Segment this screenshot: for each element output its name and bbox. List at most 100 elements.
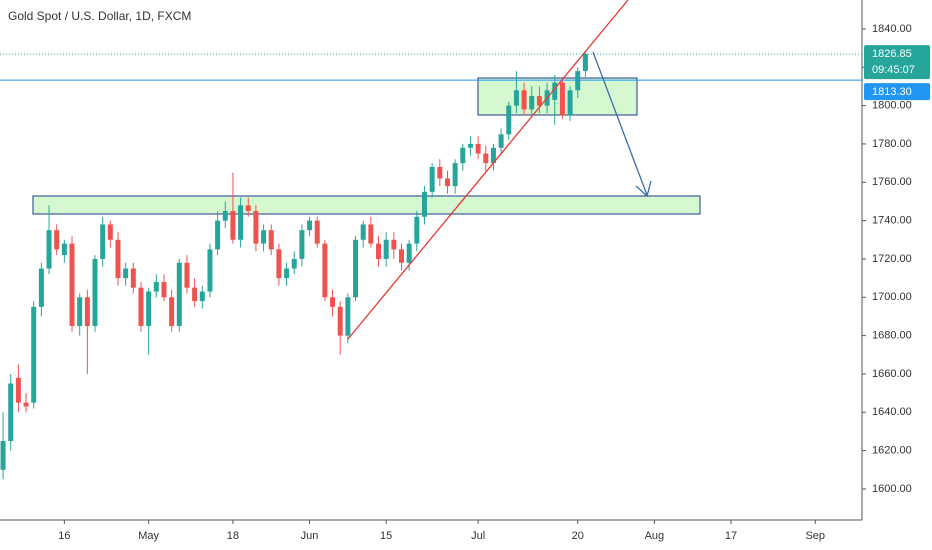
candle-body — [330, 297, 336, 307]
candle-body — [207, 249, 213, 292]
zone-box — [32, 195, 701, 215]
candle-body — [184, 262, 190, 288]
candle-body — [23, 402, 29, 407]
candle-body — [238, 205, 244, 240]
trend-line — [347, 0, 629, 340]
candle-body — [61, 243, 67, 256]
countdown-label: 09:45:07 — [872, 64, 915, 76]
candle-body — [92, 258, 98, 327]
candle-body — [513, 90, 519, 106]
x-tick-label: Jun — [301, 530, 319, 542]
candle-body — [307, 220, 313, 231]
x-tick-label: 16 — [58, 530, 70, 542]
y-tick-label: 1760.00 — [872, 176, 912, 188]
candle-body — [15, 377, 21, 403]
y-tick-label: 1800.00 — [872, 100, 912, 112]
candle-body — [199, 291, 205, 302]
candle-body — [421, 191, 427, 217]
candle-body — [261, 230, 267, 244]
candle-body — [161, 281, 167, 298]
last-price-label: 1826.85 — [872, 48, 912, 60]
candle-body — [245, 205, 251, 212]
y-tick-label: 1600.00 — [872, 483, 912, 495]
candle-body — [153, 281, 159, 292]
y-tick-label: 1740.00 — [872, 215, 912, 227]
x-tick-label: May — [138, 530, 159, 542]
level-label: 1813.30 — [872, 86, 912, 98]
candle-body — [253, 211, 259, 244]
y-tick-label: 1640.00 — [872, 406, 912, 418]
candle-body — [322, 243, 328, 298]
candle-body — [314, 220, 320, 244]
candle-body — [77, 297, 83, 327]
candle-body — [345, 297, 351, 336]
candle-body — [391, 239, 397, 250]
candle-body — [268, 230, 274, 250]
x-tick-label: Aug — [645, 530, 665, 542]
candle-body — [536, 96, 542, 106]
y-tick-label: 1720.00 — [872, 253, 912, 265]
candle-body — [452, 163, 458, 187]
candle-body — [123, 268, 129, 279]
candle-body — [176, 262, 182, 327]
arrow-head — [635, 180, 652, 198]
candle-body — [31, 306, 37, 403]
candle-body — [299, 230, 305, 259]
candle-body — [460, 147, 466, 164]
candle-body — [107, 224, 113, 240]
x-tick-label: 20 — [572, 530, 584, 542]
candle-body — [284, 268, 290, 279]
y-tick-label: 1840.00 — [872, 23, 912, 35]
chart-title: Gold Spot / U.S. Dollar, 1D, FXCM — [8, 9, 191, 23]
candle-body — [567, 90, 573, 116]
candle-body — [490, 147, 496, 164]
last-price-box — [864, 45, 930, 80]
candle-body — [506, 105, 512, 135]
candle-body — [475, 143, 481, 154]
candle-body — [146, 291, 152, 327]
candle-body — [69, 243, 75, 327]
candle-body — [115, 239, 121, 279]
candle-body — [552, 82, 558, 100]
x-tick-label: 17 — [725, 530, 737, 542]
candle-body — [529, 96, 535, 110]
zone-box — [477, 77, 638, 116]
candle-body — [414, 216, 420, 244]
candle-body — [483, 153, 489, 164]
candle-body — [559, 82, 565, 116]
projection-arrow — [592, 51, 648, 196]
candle-body — [521, 90, 527, 110]
y-tick-label: 1680.00 — [872, 330, 912, 342]
candle-body — [130, 268, 136, 288]
x-tick-label: Jul — [471, 530, 485, 542]
y-tick-label: 1660.00 — [872, 368, 912, 380]
y-tick-label: 1700.00 — [872, 291, 912, 303]
candle-body — [444, 178, 450, 187]
candle-body — [38, 268, 44, 307]
candle-body — [406, 243, 412, 263]
candle-body — [46, 230, 52, 269]
candle-body — [8, 383, 14, 442]
candle-body — [276, 249, 282, 279]
level-box — [864, 83, 930, 101]
candle-body — [353, 239, 359, 298]
candle-body — [582, 53, 588, 72]
candle-body — [222, 211, 228, 221]
candle-body — [0, 441, 6, 470]
candle-body — [169, 297, 175, 327]
candle-body — [84, 297, 90, 327]
candle-body — [192, 287, 198, 302]
y-tick-label: 1620.00 — [872, 445, 912, 457]
drawings — [32, 77, 701, 215]
candle-body — [383, 239, 389, 259]
y-tick-label: 1780.00 — [872, 138, 912, 150]
x-tick-label: 15 — [380, 530, 392, 542]
candle-body — [215, 220, 221, 250]
candle-body — [399, 249, 405, 263]
candle-body — [138, 287, 144, 327]
candle-body — [575, 71, 581, 91]
candle-body — [100, 224, 106, 259]
x-tick-label: 18 — [227, 530, 239, 542]
candle-body — [467, 143, 473, 148]
